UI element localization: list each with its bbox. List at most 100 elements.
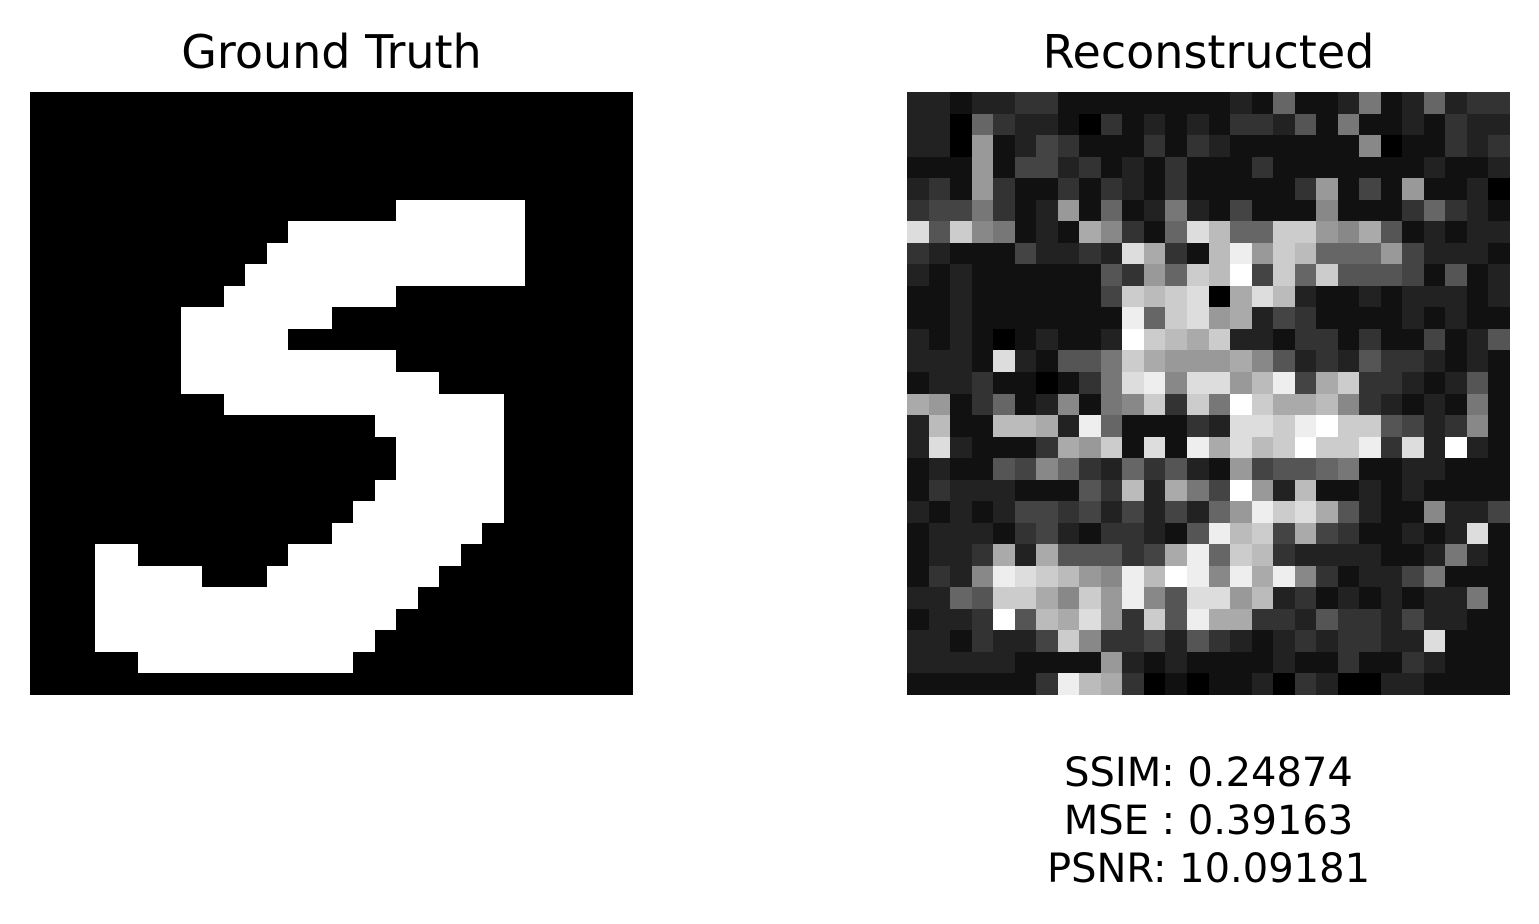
ground-truth-pixel xyxy=(159,178,181,200)
ground-truth-pixel xyxy=(589,458,612,480)
ground-truth-pixel xyxy=(589,135,612,157)
ground-truth-pixel xyxy=(288,113,310,136)
reconstructed-pixel xyxy=(971,651,994,674)
reconstructed-pixel xyxy=(1273,544,1295,566)
reconstructed-pixel xyxy=(928,350,951,372)
ground-truth-pixel xyxy=(288,178,310,200)
reconstructed-pixel xyxy=(1466,178,1489,200)
ground-truth-pixel xyxy=(611,501,633,523)
reconstructed-pixel xyxy=(1014,350,1037,372)
reconstructed-pixel xyxy=(1445,199,1467,222)
ground-truth-pixel xyxy=(331,630,354,652)
ground-truth-pixel xyxy=(266,436,289,459)
reconstructed-pixel xyxy=(1143,544,1166,566)
reconstructed-pixel xyxy=(971,415,994,437)
ground-truth-pixel xyxy=(439,522,461,545)
ground-truth-pixel xyxy=(245,415,267,437)
reconstructed-pixel xyxy=(1079,328,1101,351)
ground-truth-pixel xyxy=(202,156,224,179)
ground-truth-pixel xyxy=(30,178,52,200)
reconstructed-pixel xyxy=(907,522,929,545)
reconstructed-pixel xyxy=(1316,350,1338,372)
ground-truth-pixel xyxy=(202,393,224,416)
ground-truth-pixel xyxy=(73,587,95,609)
ground-truth-pixel xyxy=(396,328,418,351)
ground-truth-pixel xyxy=(503,371,526,394)
ground-truth-pixel xyxy=(180,113,203,136)
reconstructed-pixel xyxy=(1488,479,1510,502)
reconstructed-pixel xyxy=(971,479,994,502)
ground-truth-pixel xyxy=(546,242,569,265)
ground-truth-pixel xyxy=(245,565,267,588)
ground-truth-pixel xyxy=(309,673,332,695)
ground-truth-pixel xyxy=(245,371,267,394)
reconstructed-pixel xyxy=(1208,135,1231,157)
ground-truth-pixel xyxy=(460,178,483,200)
reconstructed-pixel xyxy=(1316,307,1338,329)
reconstructed-pixel xyxy=(1316,415,1338,437)
reconstructed-pixel xyxy=(1014,522,1037,545)
reconstructed-pixel xyxy=(971,371,994,394)
ground-truth-pixel xyxy=(353,587,375,609)
reconstructed-pixel xyxy=(1208,608,1231,631)
ground-truth-pixel xyxy=(460,92,483,114)
reconstructed-pixel xyxy=(1122,92,1144,114)
reconstructed-pixel xyxy=(950,199,972,222)
reconstructed-pixel xyxy=(1488,178,1510,200)
reconstructed-pixel xyxy=(1402,479,1424,502)
ground-truth-pixel xyxy=(331,415,354,437)
ground-truth-pixel xyxy=(309,630,332,652)
reconstructed-pixel xyxy=(1273,371,1295,394)
ground-truth-pixel xyxy=(482,565,504,588)
reconstructed-pixel xyxy=(1251,436,1274,459)
reconstructed-pixel xyxy=(1488,242,1510,265)
ground-truth-pixel xyxy=(353,199,375,222)
reconstructed-pixel xyxy=(1402,113,1424,136)
ground-truth-pixel xyxy=(589,501,612,523)
ground-truth-pixel xyxy=(51,156,74,179)
ground-truth-pixel xyxy=(589,113,612,136)
reconstructed-pixel xyxy=(1316,651,1338,674)
reconstructed-pixel xyxy=(1423,544,1446,566)
reconstructed-pixel xyxy=(950,328,972,351)
ground-truth-pixel xyxy=(266,242,289,265)
ground-truth-pixel xyxy=(51,501,74,523)
reconstructed-pixel xyxy=(907,415,929,437)
ground-truth-pixel xyxy=(266,479,289,502)
reconstructed-pixel xyxy=(1488,328,1510,351)
ground-truth-pixel xyxy=(180,199,203,222)
ground-truth-pixel xyxy=(266,156,289,179)
reconstructed-pixel xyxy=(1057,328,1080,351)
ground-truth-pixel xyxy=(611,630,633,652)
reconstructed-pixel xyxy=(1079,113,1101,136)
ground-truth-pixel xyxy=(589,242,612,265)
ground-truth-pixel xyxy=(568,328,590,351)
ground-truth-pixel xyxy=(460,264,483,286)
ground-truth-pixel xyxy=(331,479,354,502)
reconstructed-pixel xyxy=(1100,156,1123,179)
reconstructed-pixel xyxy=(1423,113,1446,136)
reconstructed-pixel xyxy=(1143,501,1166,523)
reconstructed-pixel xyxy=(1208,242,1231,265)
ground-truth-pixel xyxy=(180,350,203,372)
ground-truth-pixel xyxy=(525,328,547,351)
reconstructed-pixel xyxy=(1230,587,1252,609)
ground-truth-pixel xyxy=(202,92,224,114)
reconstructed-pixel xyxy=(1273,501,1295,523)
ground-truth-pixel xyxy=(568,501,590,523)
ground-truth-pixel xyxy=(94,199,117,222)
reconstructed-pixel xyxy=(1165,92,1187,114)
ground-truth-pixel xyxy=(331,371,354,394)
reconstructed-pixel xyxy=(1057,415,1080,437)
reconstructed-pixel xyxy=(1208,565,1231,588)
reconstructed-pixel xyxy=(1208,393,1231,416)
reconstructed-pixel xyxy=(1230,522,1252,545)
ground-truth-pixel xyxy=(589,178,612,200)
reconstructed-pixel xyxy=(1359,264,1381,286)
reconstructed-pixel xyxy=(1079,199,1101,222)
ground-truth-pixel xyxy=(30,479,52,502)
ground-truth-pixel xyxy=(417,630,440,652)
reconstructed-pixel xyxy=(907,156,929,179)
ground-truth-pixel xyxy=(137,221,160,243)
ground-truth-pixel xyxy=(460,673,483,695)
